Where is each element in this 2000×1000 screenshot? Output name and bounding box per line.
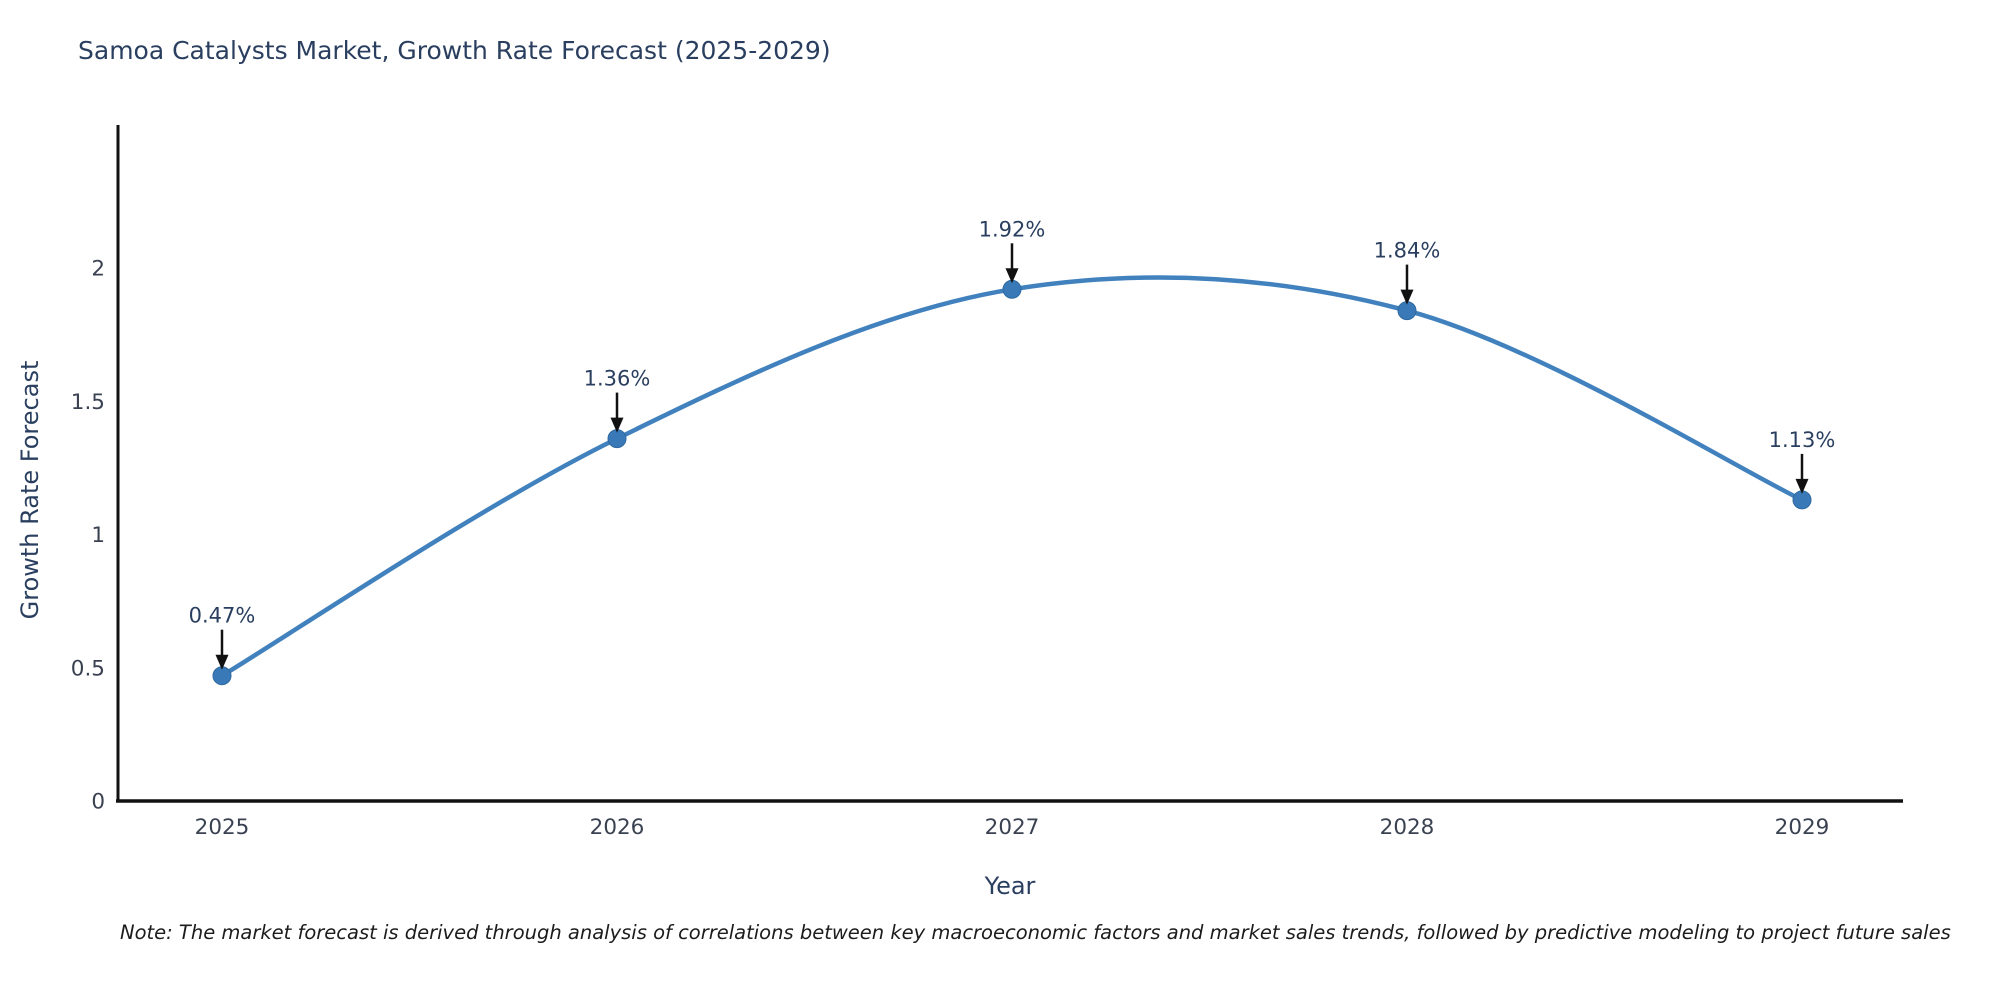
y-tick-label: 2 [91, 257, 105, 282]
x-axis-title: Year [984, 872, 1036, 900]
y-tick-label: 0 [91, 790, 105, 815]
y-tick-label: 1 [91, 523, 105, 548]
x-tick-label: 2025 [195, 815, 250, 840]
point-value-label: 1.84% [1374, 239, 1441, 263]
y-axis-title: Growth Rate Forecast [16, 360, 44, 620]
point-value-label: 1.92% [979, 217, 1046, 241]
footnote: Note: The market forecast is derived thr… [120, 921, 1951, 944]
annotation-arrow-head [1795, 478, 1809, 494]
chart-title: Samoa Catalysts Market, Growth Rate Fore… [78, 36, 831, 65]
x-tick-label: 2027 [985, 815, 1040, 840]
x-tick-label: 2029 [1775, 815, 1830, 840]
series-line [219, 275, 1805, 678]
annotation-arrow-head [1005, 268, 1019, 284]
y-tick-label: 0.5 [71, 656, 105, 681]
annotation-arrow-head [1400, 289, 1414, 305]
point-value-label: 0.47% [189, 604, 256, 628]
point-value-label: 1.13% [1769, 428, 1836, 452]
annotation-arrow-head [610, 417, 624, 433]
x-tick-label: 2028 [1380, 815, 1435, 840]
annotation-arrow-head [215, 654, 229, 670]
x-tick-label: 2026 [590, 815, 645, 840]
point-value-label: 1.36% [584, 367, 651, 391]
y-tick-label: 1.5 [71, 390, 105, 415]
